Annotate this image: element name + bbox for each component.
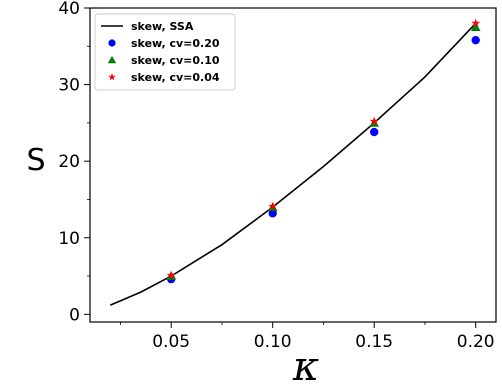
y-tick-label: 10	[58, 229, 80, 249]
y-tick-label: 40	[58, 0, 80, 19]
legend-entry: skew, cv=0.20	[108, 37, 220, 50]
data-point	[369, 116, 379, 126]
y-tick-label: 20	[58, 152, 80, 172]
legend-marker-swatch	[108, 73, 116, 81]
x-axis: 0.05 0.10 0.15 0.20	[120, 322, 495, 352]
x-axis-label: κ	[292, 344, 319, 387]
legend: skew, SSA skew, cv=0.20 skew, cv=0.10 skew,…	[94, 13, 236, 91]
y-axis-label: S	[26, 143, 45, 178]
legend-label: skew, cv=0.20	[131, 37, 220, 50]
legend-entry: skew, SSA	[101, 20, 194, 33]
legend-label: skew, cv=0.04	[131, 71, 220, 84]
legend-label: skew, cv=0.10	[131, 54, 220, 67]
x-tick-label: 0.15	[355, 332, 393, 352]
y-tick-label: 0	[69, 305, 80, 325]
series-layer	[109, 18, 481, 306]
data-point	[166, 270, 176, 280]
x-tick-label: 0.10	[254, 332, 292, 352]
data-point	[470, 22, 481, 32]
legend-label: skew, SSA	[131, 20, 194, 33]
y-tick-label: 30	[58, 76, 80, 96]
y-axis: 0 10 20 30 40	[58, 0, 90, 325]
x-tick-label: 0.05	[152, 332, 190, 352]
legend-marker-swatch	[107, 55, 117, 64]
x-tick-label: 0.20	[457, 332, 495, 352]
legend-entry: skew, cv=0.04	[108, 71, 220, 84]
data-point	[370, 127, 379, 137]
legend-marker-swatch	[108, 39, 116, 47]
data-point	[471, 18, 481, 28]
data-point	[471, 35, 480, 45]
series-3	[166, 18, 481, 280]
legend-box	[94, 13, 236, 91]
data-point	[268, 201, 278, 211]
legend-entry: skew, cv=0.10	[107, 54, 220, 67]
data-point	[268, 209, 277, 218]
